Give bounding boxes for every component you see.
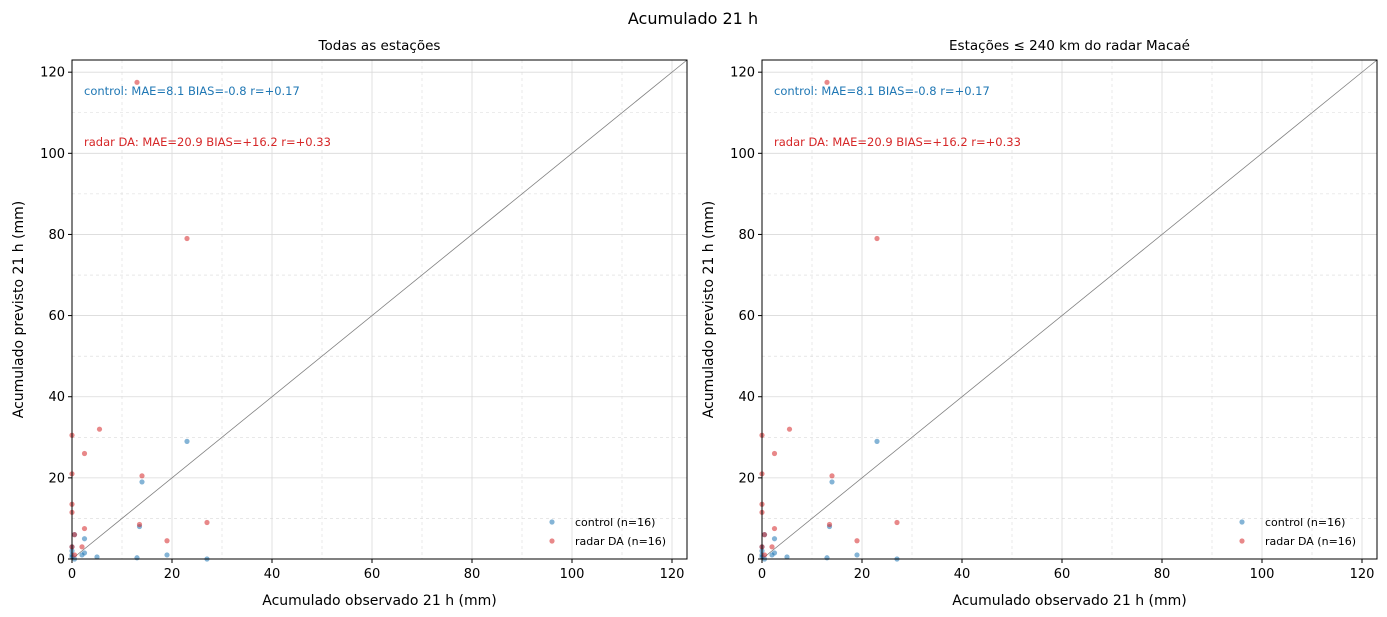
y-tick-label: 20	[48, 471, 65, 486]
x-tick-label: 120	[1350, 567, 1375, 582]
y-tick-label: 60	[48, 309, 65, 324]
radar-point	[81, 525, 88, 532]
control-point	[164, 552, 170, 558]
radar-point	[164, 538, 170, 544]
identity-line	[761, 59, 1378, 560]
x-tick-label: 0	[68, 567, 76, 582]
y-axis-label: Acumulado previsto 21 h (mm)	[11, 201, 27, 419]
panel-title: Todas as estações	[318, 38, 441, 54]
radar-point	[761, 552, 768, 558]
y-tick-label: 20	[738, 471, 755, 486]
control-point	[94, 554, 100, 560]
identity-line	[71, 59, 688, 560]
radar-point	[139, 473, 145, 479]
axes-frame	[761, 59, 1378, 560]
radar-point	[134, 79, 140, 85]
y-tick-label: 60	[738, 309, 755, 324]
x-tick-label: 60	[1054, 567, 1071, 582]
radar-point	[894, 519, 900, 526]
legend-marker-control	[549, 519, 555, 525]
x-axis-label: Acumulado observado 21 h (mm)	[952, 593, 1186, 609]
control-stats-text: control: MAE=8.1 BIAS=-0.8 r=+0.17	[774, 84, 990, 98]
radar-point	[71, 552, 78, 558]
control-point	[184, 438, 190, 444]
control-point	[134, 555, 140, 561]
x-tick-label: 40	[264, 567, 281, 582]
control-point	[139, 479, 145, 485]
control-point	[771, 550, 778, 556]
radar-point	[96, 426, 103, 432]
control-point	[81, 550, 88, 556]
x-tick-label: 80	[1154, 567, 1171, 582]
axes-frame	[71, 59, 688, 560]
radar-point	[204, 519, 210, 526]
control-point	[874, 438, 880, 444]
panel-title: Estações ≤ 240 km do radar Macaé	[949, 38, 1190, 54]
radar-point	[79, 544, 85, 550]
x-tick-label: 20	[854, 567, 871, 582]
radar-point	[71, 532, 78, 538]
radar-stats-text: radar DA: MAE=20.9 BIAS=+16.2 r=+0.33	[84, 135, 331, 149]
radar-point	[81, 450, 88, 457]
radar-point	[761, 532, 768, 538]
x-tick-label: 20	[164, 567, 181, 582]
radar-stats-text: radar DA: MAE=20.9 BIAS=+16.2 r=+0.33	[774, 135, 1021, 149]
y-axis-label: Acumulado previsto 21 h (mm)	[701, 201, 717, 419]
radar-point	[854, 538, 860, 544]
y-tick-label: 40	[48, 390, 65, 405]
legend-label-control: control (n=16)	[575, 516, 655, 529]
scatter-panel-radar-range: 0 20 40 60 80 100 120 0 20 40 60 80 100 120 Estações ≤…	[701, 38, 1378, 609]
radar-point	[826, 521, 833, 528]
x-axis-label: Acumulado observado 21 h (mm)	[262, 593, 496, 609]
y-tick-label: 40	[738, 390, 755, 405]
legend-marker-radar	[549, 538, 555, 544]
radar-point	[769, 544, 775, 550]
x-tick-label: 40	[954, 567, 971, 582]
y-tick-label: 120	[40, 66, 65, 81]
x-tick-label: 60	[364, 567, 381, 582]
radar-point	[184, 235, 190, 242]
y-tick-label: 0	[57, 553, 65, 568]
control-point	[81, 536, 88, 542]
figure-title: Acumulado 21 h	[628, 9, 758, 28]
legend-label-radar: radar DA (n=16)	[1265, 535, 1356, 548]
control-point	[829, 479, 835, 485]
y-tick-label: 0	[747, 553, 755, 568]
control-point	[824, 555, 830, 561]
radar-point	[874, 235, 880, 242]
control-point	[784, 554, 790, 560]
radar-point	[824, 79, 830, 85]
x-tick-label: 120	[660, 567, 685, 582]
radar-point	[786, 426, 793, 432]
y-tick-label: 120	[730, 66, 755, 81]
x-tick-label: 100	[1250, 567, 1275, 582]
radar-point	[771, 525, 778, 532]
legend-label-radar: radar DA (n=16)	[575, 535, 666, 548]
control-point	[854, 552, 860, 558]
control-stats-text: control: MAE=8.1 BIAS=-0.8 r=+0.17	[84, 84, 300, 98]
y-tick-label: 100	[40, 147, 65, 162]
radar-point	[771, 450, 778, 457]
legend-label-control: control (n=16)	[1265, 516, 1345, 529]
radar-point	[829, 473, 835, 479]
x-tick-label: 100	[560, 567, 585, 582]
legend-marker-radar	[1239, 538, 1245, 544]
y-tick-label: 100	[730, 147, 755, 162]
control-point	[771, 536, 778, 542]
x-tick-label: 0	[758, 567, 766, 582]
x-tick-label: 80	[464, 567, 481, 582]
legend-marker-control	[1239, 519, 1245, 525]
y-tick-label: 80	[738, 228, 755, 243]
scatter-panel-all-stations: 0 20 40 60 80 100 120 0 20 40 60 80 100 120 Todas as e…	[11, 38, 688, 609]
y-tick-label: 80	[48, 228, 65, 243]
radar-point	[136, 521, 143, 528]
